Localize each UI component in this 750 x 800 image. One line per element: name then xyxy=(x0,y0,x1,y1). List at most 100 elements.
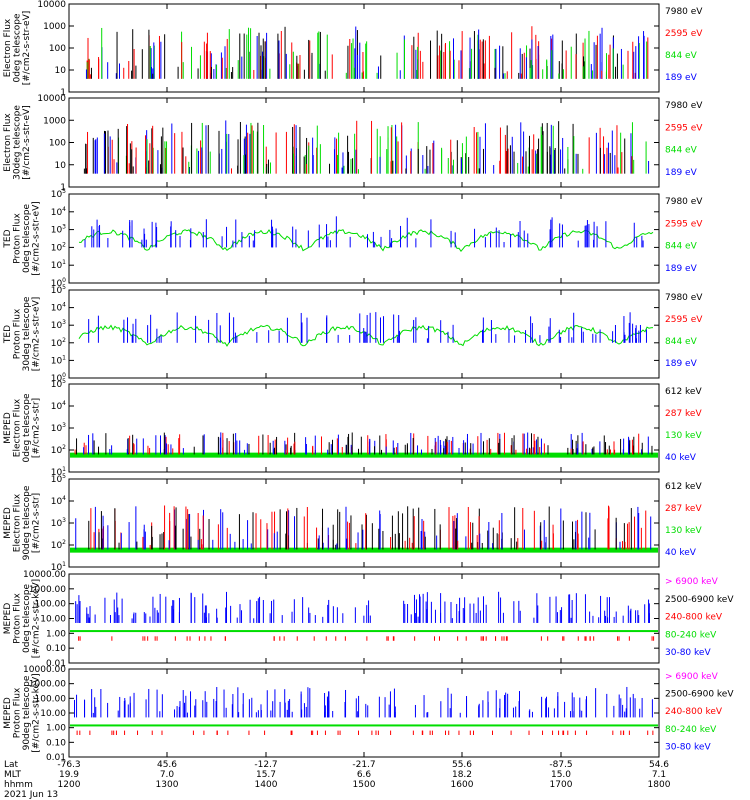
y-tick-label: 1.00 xyxy=(46,629,66,639)
flux-panel-2: 1 10 100 1000 10000 Electron Flux 30deg telesc… xyxy=(3,94,703,193)
legend-entry: 612 keV xyxy=(665,387,702,397)
x-tick-label: 1200 xyxy=(58,780,81,790)
y-axis-label: [#/cm2-s-str-eV] xyxy=(32,297,42,372)
legend-entry: 2595 eV xyxy=(665,123,703,133)
legend-entry: 287 keV xyxy=(665,504,702,514)
legend-entry: 844 eV xyxy=(665,146,698,156)
y-axis-label: [#/cm2-s-str-keV] xyxy=(32,579,42,658)
x-axis: LatMLThhmm-76.319.9120045.67.01300-12.71… xyxy=(4,760,671,800)
x-tick-label: 7.1 xyxy=(652,770,666,780)
y-tick-label: 0.01 xyxy=(46,659,66,669)
x-tick-label: 1800 xyxy=(648,780,671,790)
y-tick-label: 104 xyxy=(51,400,66,412)
y-tick-label: 102 xyxy=(51,337,66,349)
y-axis-label: Proton Flux xyxy=(13,308,23,359)
y-axis-label: Electron Flux xyxy=(13,493,23,552)
data-traces xyxy=(83,120,650,174)
legend-entry: 240-800 keV xyxy=(665,707,723,717)
legend-entry: 189 eV xyxy=(665,73,698,83)
y-tick-label: 103 xyxy=(51,517,66,529)
legend-entry: 30-80 keV xyxy=(665,742,711,752)
y-axis-label: MEPED xyxy=(3,507,13,539)
y-axis-label: MEPED xyxy=(3,603,13,635)
y-tick-label: 10000 xyxy=(37,94,66,104)
y-tick-label: 10000.00 xyxy=(23,570,66,580)
y-tick-label: 0.01 xyxy=(46,753,66,763)
legend-entry: 80-240 keV xyxy=(665,725,717,735)
x-tick-label: 45.6 xyxy=(157,760,177,770)
panel-frame xyxy=(68,193,660,284)
x-tick-label: 15.0 xyxy=(551,770,571,780)
y-tick-label: 0.10 xyxy=(46,644,66,654)
panel-frame xyxy=(68,3,660,93)
x-tick-label: 15.7 xyxy=(256,770,276,780)
flux-panel-1: 1 10 100 1000 10000 Electron Flux 0deg telesco… xyxy=(3,0,703,98)
legend-entry: 189 eV xyxy=(665,168,698,178)
y-tick-label: 100 xyxy=(49,44,66,54)
y-axis-label: [#/cm2-s-str] xyxy=(32,493,42,553)
y-tick-label: 1 xyxy=(60,183,66,193)
x-tick-label: 1400 xyxy=(255,780,278,790)
y-tick-label: 102 xyxy=(51,539,66,551)
legend-entry: 612 keV xyxy=(665,482,702,492)
y-tick-label: 104 xyxy=(51,495,66,507)
y-tick-label: 10 xyxy=(55,161,67,171)
legend-entry: 7980 eV xyxy=(665,197,703,207)
legend-entry: 30-80 keV xyxy=(665,648,711,658)
legend-entry: 844 eV xyxy=(665,337,698,347)
y-tick-label: 100.00 xyxy=(35,600,67,610)
legend-entry: 2500-6900 keV xyxy=(665,690,734,700)
legend-entry: 130 keV xyxy=(665,526,702,536)
x-tick-label: -87.5 xyxy=(549,760,572,770)
y-tick-label: 103 xyxy=(51,422,66,434)
y-tick-label: 104 xyxy=(51,302,66,314)
y-axis-label: [#/cm2-s-str] xyxy=(32,398,42,458)
x-row-label: hhmm xyxy=(4,780,33,790)
x-row-label: MLT xyxy=(4,770,22,780)
legend-entry: 7980 eV xyxy=(665,293,703,303)
legend-entry: 80-240 keV xyxy=(665,630,717,640)
y-axis-label: MEPED xyxy=(3,697,13,729)
y-tick-label: 102 xyxy=(51,444,66,456)
y-axis-label: Proton Flux xyxy=(13,213,23,264)
x-tick-label: 1600 xyxy=(451,780,474,790)
y-axis-label: 0deg telescope xyxy=(22,584,32,654)
data-traces xyxy=(70,686,658,735)
legend-entry: 7980 eV xyxy=(665,7,703,17)
y-axis-label: [#/cm2-s-str-eV] xyxy=(22,105,32,180)
x-tick-label: 18.2 xyxy=(452,770,472,780)
date-label: 2021 Jun 13 xyxy=(4,790,58,800)
data-traces xyxy=(78,216,654,253)
legend-entry: 240-800 keV xyxy=(665,613,723,623)
y-tick-label: 1000.00 xyxy=(29,680,66,690)
legend-entry: 130 keV xyxy=(665,431,702,441)
x-tick-label: 54.6 xyxy=(649,760,669,770)
y-tick-label: 105 xyxy=(51,284,66,296)
y-axis-label: Proton Flux xyxy=(13,593,23,644)
legend-entry: 844 eV xyxy=(665,242,698,252)
y-axis-label: [#/cm2-s-str-keV] xyxy=(32,673,42,752)
x-tick-label: 1500 xyxy=(353,780,376,790)
flux-panel-7: 0.01 0.10 1.00 10.00 100.00 1000.00 10000.00 ME… xyxy=(3,570,734,669)
y-axis-label: 30deg telescope xyxy=(22,296,32,371)
panel-frame xyxy=(68,478,660,568)
data-traces xyxy=(85,26,649,79)
y-axis-label: 30deg telescope xyxy=(13,105,23,180)
legend-entry: 7980 eV xyxy=(665,101,703,111)
x-row-label: Lat xyxy=(4,760,19,770)
y-tick-label: 0.10 xyxy=(46,738,66,748)
legend-entry: 844 eV xyxy=(665,51,698,61)
x-tick-label: 19.9 xyxy=(59,770,79,780)
y-axis-label: 0deg telescope xyxy=(22,393,32,463)
x-tick-label: 55.6 xyxy=(452,760,472,770)
y-tick-label: 10 xyxy=(55,66,67,76)
x-tick-label: 6.6 xyxy=(357,770,372,780)
y-axis-label: MEPED xyxy=(3,412,13,444)
y-tick-label: 1000.00 xyxy=(29,585,66,595)
y-tick-label: 101 xyxy=(51,259,66,271)
legend-entry: 40 keV xyxy=(665,453,697,463)
